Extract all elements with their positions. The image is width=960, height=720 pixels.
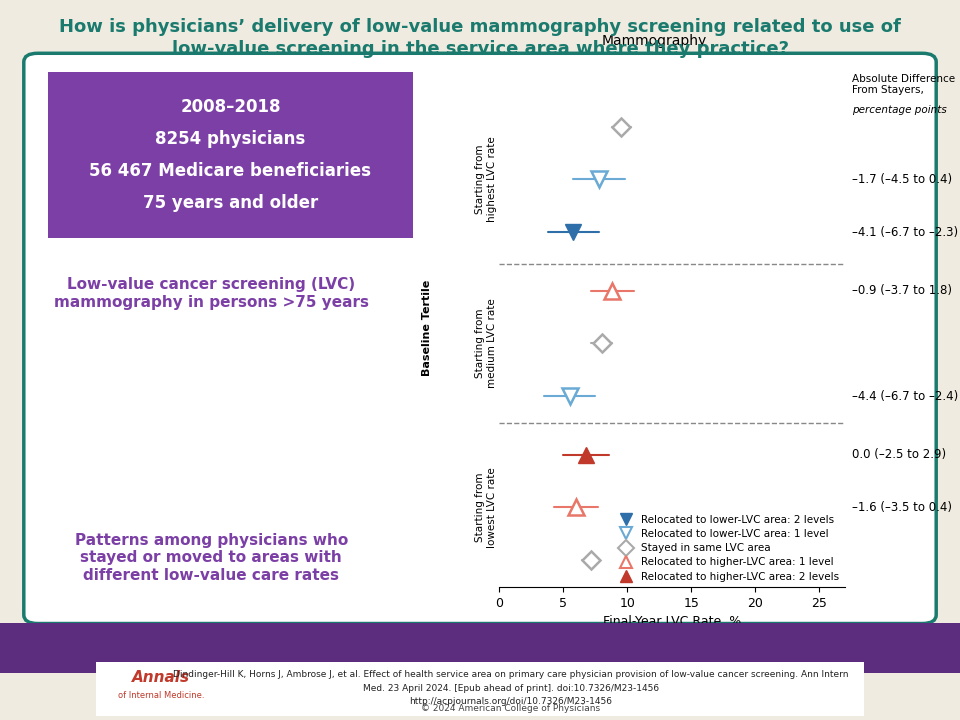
FancyBboxPatch shape: [6, 42, 954, 635]
FancyBboxPatch shape: [34, 66, 427, 244]
Text: percentage points: percentage points: [852, 105, 947, 115]
Text: Low-value cancer screening (LVC)
mammography in persons >75 years: Low-value cancer screening (LVC) mammogr…: [54, 277, 369, 310]
Text: Patterns among physicians who
stayed or moved to areas with
different low-value : Patterns among physicians who stayed or …: [75, 533, 348, 582]
Text: http://acpjournals.org/doi/10.7326/M23-1456: http://acpjournals.org/doi/10.7326/M23-1…: [409, 697, 612, 706]
FancyBboxPatch shape: [24, 53, 936, 624]
Text: Med. 23 April 2024. [Epub ahead of print]. doi:10.7326/M23-1456: Med. 23 April 2024. [Epub ahead of print…: [363, 684, 659, 693]
Text: Mammography: Mammography: [602, 34, 708, 48]
X-axis label: Final-Year LVC Rate, %: Final-Year LVC Rate, %: [603, 615, 741, 628]
Text: –1.6 (–3.5 to 0.4): –1.6 (–3.5 to 0.4): [852, 501, 952, 514]
Text: Starting from
lowest LVC rate: Starting from lowest LVC rate: [475, 467, 497, 548]
Text: How is physicians’ delivery of low-value mammography screening related to use of: How is physicians’ delivery of low-value…: [60, 18, 900, 36]
Text: –0.9 (–3.7 to 1.8): –0.9 (–3.7 to 1.8): [852, 284, 952, 297]
Text: Absolute Difference
From Stayers,: Absolute Difference From Stayers,: [852, 73, 955, 107]
Text: 2008–2018
8254 physicians
56 467 Medicare beneficiaries
75 years and older: 2008–2018 8254 physicians 56 467 Medicar…: [89, 98, 372, 212]
Text: –4.4 (–6.7 to –2.4): –4.4 (–6.7 to –2.4): [852, 390, 958, 403]
Legend: Relocated to lower-LVC area: 2 levels, Relocated to lower-LVC area: 1 level, Sta: Relocated to lower-LVC area: 2 levels, R…: [615, 515, 840, 582]
Text: Dindinger-Hill K, Horns J, Ambrose J, et al. Effect of health service area on pr: Dindinger-Hill K, Horns J, Ambrose J, et…: [173, 670, 849, 679]
Text: –4.1 (–6.7 to –2.3): –4.1 (–6.7 to –2.3): [852, 226, 958, 239]
Text: of Internal Medicine.: of Internal Medicine.: [118, 691, 204, 701]
Text: Annals: Annals: [132, 670, 190, 685]
Text: Baseline Tertile: Baseline Tertile: [422, 279, 432, 376]
Text: –1.7 (–4.5 to 0.4): –1.7 (–4.5 to 0.4): [852, 173, 952, 186]
Text: © 2024 American College of Physicians: © 2024 American College of Physicians: [421, 704, 600, 713]
Text: Starting from
highest LVC rate: Starting from highest LVC rate: [475, 137, 497, 222]
Text: low-value screening in the service area where they practice?: low-value screening in the service area …: [172, 40, 788, 58]
FancyBboxPatch shape: [73, 661, 887, 718]
Text: 0.0 (–2.5 to 2.9): 0.0 (–2.5 to 2.9): [852, 448, 947, 461]
Text: Starting from
medium LVC rate: Starting from medium LVC rate: [475, 299, 497, 388]
